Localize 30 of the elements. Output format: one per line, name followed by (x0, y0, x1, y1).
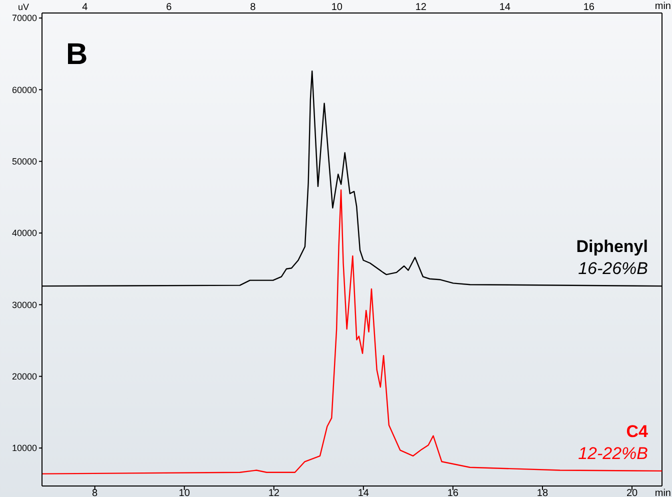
x2-axis-title: min (654, 1, 671, 12)
annotation: 12-22%B (578, 444, 648, 463)
x-tick-label: 8 (92, 488, 98, 497)
x-tick-label: 14 (358, 488, 370, 497)
y-tick-label: 40000 (12, 228, 37, 238)
x2-tick-label: 12 (415, 2, 427, 13)
x2-tick-label: 14 (499, 2, 511, 13)
y-tick-label: 20000 (12, 372, 37, 382)
line-series (42, 189, 662, 474)
text: B (66, 38, 88, 71)
x-tick-label: 20 (626, 488, 638, 497)
x-tick-label: 18 (536, 488, 548, 497)
x2-tick-label: 10 (331, 2, 343, 13)
x2-tick-label: 16 (583, 2, 595, 13)
x2-tick-label: 6 (166, 2, 172, 13)
x-tick-label: 16 (447, 488, 459, 497)
series-label: Diphenyl (576, 237, 648, 256)
annotation: 16-26%B (578, 259, 648, 278)
y-tick-label: 50000 (12, 156, 37, 167)
y-tick-label: 30000 (12, 300, 37, 310)
y-tick-label: 10000 (12, 443, 37, 454)
y-tick-label: 70000 (12, 13, 37, 24)
x2-tick-label: 8 (250, 2, 256, 13)
y-axis-title: uV (18, 2, 30, 12)
series-label: C4 (626, 422, 649, 441)
y-tick-label: 60000 (12, 84, 37, 95)
x-tick-label: 12 (268, 488, 280, 497)
x2-tick-label: 4 (82, 2, 88, 13)
x-tick-label: 10 (178, 488, 190, 497)
x-axis-title: min (654, 488, 671, 497)
